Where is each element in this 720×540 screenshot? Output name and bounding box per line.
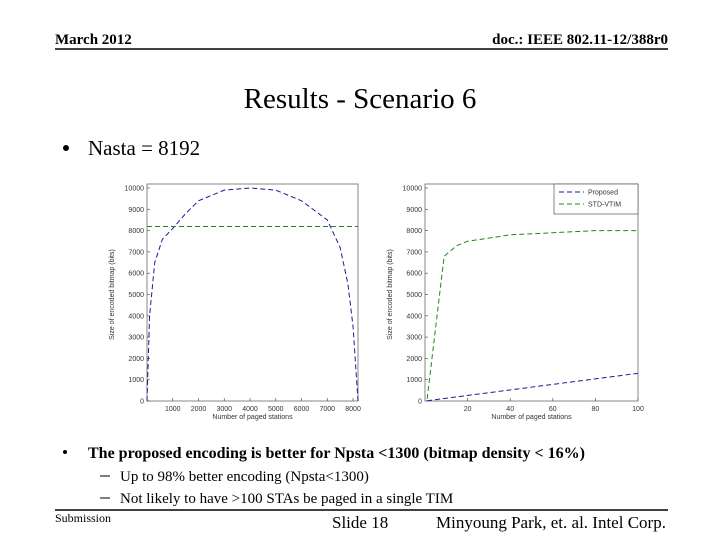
conclusion: The proposed encoding is better for Npst… [88, 445, 585, 462]
slide-title: Results - Scenario 6 [244, 83, 477, 115]
x-tick-label: 8000 [345, 406, 361, 413]
bullet: Nasta = 8192 [88, 136, 200, 160]
legend-box [553, 183, 639, 215]
x-tick-label: 5000 [268, 406, 284, 413]
y-tick-label: 1000 [406, 377, 422, 384]
y-axis-label: Size of encoded bitmap (bits) [387, 249, 394, 340]
header-date: March 2012 [55, 32, 132, 48]
y-tick-label: 6000 [406, 271, 422, 278]
x-tick-label: 4000 [242, 406, 258, 413]
y-axis-label: Size of encoded bitmap (bits) [109, 249, 116, 340]
x-tick-label: 2000 [191, 406, 207, 413]
y-tick-label: 3000 [128, 335, 144, 342]
y-tick-label: 5000 [406, 292, 422, 299]
plot-frame [146, 183, 359, 402]
header-doc: doc.: IEEE 802.11-12/388r0 [492, 32, 668, 48]
x-tick-label: 60 [549, 406, 557, 413]
y-tick-label: 7000 [406, 249, 422, 256]
y-tick-label: 9000 [128, 207, 144, 214]
bullet-dot [63, 450, 67, 454]
series-line [427, 372, 639, 402]
y-tick-label: 9000 [406, 207, 422, 214]
series-line [426, 230, 638, 399]
x-tick-label: 20 [464, 406, 472, 413]
x-tick-label: 100 [632, 406, 644, 413]
x-tick-label: 40 [506, 406, 514, 413]
plot-frame [424, 183, 639, 402]
conclusion-sub: Up to 98% better encoding (Npsta<1300) [120, 469, 369, 485]
legend-label: Proposed [588, 190, 618, 197]
x-tick-label: 7000 [320, 406, 336, 413]
y-tick-label: 1000 [128, 377, 144, 384]
x-tick-label: 80 [592, 406, 600, 413]
y-tick-label: 8000 [128, 228, 144, 235]
y-tick-label: 6000 [128, 271, 144, 278]
legend-label: STD-VTIM [588, 202, 621, 209]
footer-center: Slide 18 [332, 513, 388, 532]
y-tick-label: 2000 [128, 356, 144, 363]
x-axis-label: Number of paged stations [491, 414, 572, 421]
y-tick-label: 8000 [406, 228, 422, 235]
y-tick-label: 7000 [128, 249, 144, 256]
x-tick-label: 1000 [165, 406, 181, 413]
x-axis-label: Number of paged stations [212, 414, 293, 421]
series-line [146, 187, 359, 402]
footer-left: Submission [55, 511, 111, 525]
y-tick-label: 10000 [403, 186, 423, 193]
y-tick-label: 0 [140, 399, 144, 406]
x-tick-label: 3000 [216, 406, 232, 413]
y-tick-label: 0 [418, 399, 422, 406]
y-tick-label: 5000 [128, 292, 144, 299]
y-tick-label: 3000 [406, 335, 422, 342]
y-tick-label: 4000 [128, 313, 144, 320]
y-tick-label: 4000 [406, 313, 422, 320]
bullet-dot [63, 145, 69, 151]
y-tick-label: 10000 [125, 186, 145, 193]
y-tick-label: 2000 [406, 356, 422, 363]
x-tick-label: 6000 [294, 406, 310, 413]
footer-right: Minyoung Park, et. al. Intel Corp. [436, 513, 666, 532]
conclusion-sub: Not likely to have >100 STAs be paged in… [120, 491, 453, 507]
